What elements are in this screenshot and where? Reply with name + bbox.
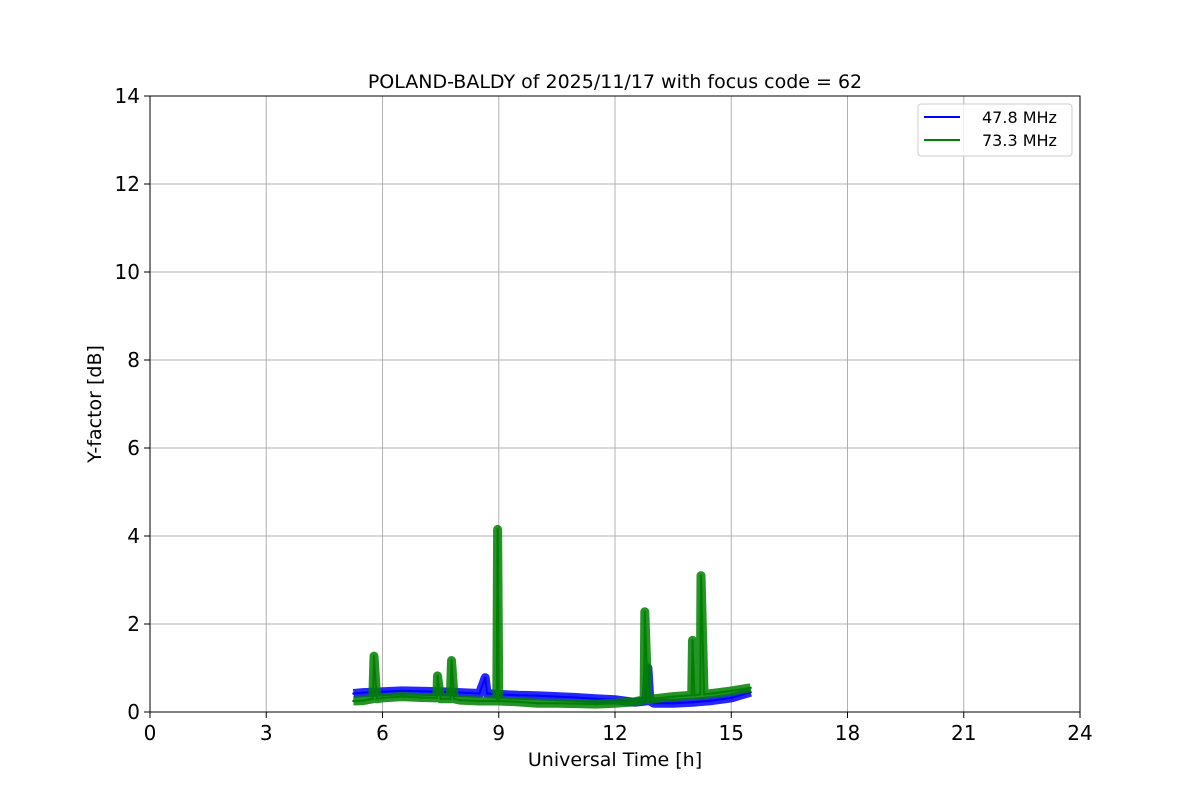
y-axis-label: Y-factor [dB] xyxy=(84,345,106,464)
series-2-point xyxy=(594,702,597,706)
series-1-point xyxy=(485,692,489,695)
series-2-point xyxy=(400,695,404,698)
series-1-point xyxy=(594,697,597,700)
legend-label-series-1: 47.8 MHz xyxy=(982,108,1057,127)
series-2-point xyxy=(633,700,636,704)
series-2-point xyxy=(372,654,376,658)
x-tick-label: 0 xyxy=(144,721,157,745)
x-tick-label: 24 xyxy=(1067,721,1092,745)
series-2-point xyxy=(352,699,355,703)
series-2-point xyxy=(452,697,456,700)
series-2-point xyxy=(730,689,733,693)
series-2-point xyxy=(575,702,578,705)
series-2-point xyxy=(691,639,694,642)
y-tick-label: 14 xyxy=(115,84,140,108)
series-2-point xyxy=(642,698,646,701)
series-2-point xyxy=(690,694,693,697)
y-axis-ticks: 0 2 4 6 8 10 12 14 xyxy=(115,84,150,724)
series-2-point xyxy=(693,694,696,697)
series-2-point xyxy=(749,686,752,689)
series-1-point xyxy=(575,696,578,699)
series-1-point xyxy=(420,690,423,693)
series-2-point xyxy=(699,693,702,696)
series-1-point xyxy=(691,701,694,704)
x-tick-label: 9 xyxy=(492,721,505,745)
y-tick-label: 4 xyxy=(127,524,140,548)
series-2-point xyxy=(702,693,706,696)
x-tick-label: 12 xyxy=(602,721,627,745)
series-2-point xyxy=(555,702,559,705)
y-tick-label: 10 xyxy=(115,260,140,284)
y-tick-label: 8 xyxy=(127,348,140,372)
series-2-point xyxy=(458,698,462,702)
x-tick-label: 21 xyxy=(951,721,976,745)
series-2-point xyxy=(371,697,375,700)
series-2-point xyxy=(420,696,423,699)
series-2-point xyxy=(375,697,378,700)
series-1-point xyxy=(458,691,462,694)
series-2-point xyxy=(643,610,647,613)
series-layer xyxy=(352,524,752,709)
legend: 47.8 MHz 73.3 MHz xyxy=(917,103,1073,157)
legend-label-series-2: 73.3 MHz xyxy=(982,131,1057,150)
series-2-point xyxy=(496,528,499,531)
series-2-point xyxy=(435,696,438,700)
series-1-point xyxy=(478,692,481,695)
series-2-point xyxy=(646,698,650,701)
series-1-point xyxy=(536,694,539,697)
series-2-point xyxy=(497,699,500,703)
series-2-point xyxy=(381,696,384,700)
series-1-point xyxy=(516,694,520,697)
y-tick-label: 2 xyxy=(127,612,140,636)
series-1-point xyxy=(400,689,404,693)
series-2-point xyxy=(495,699,499,703)
series-2-point xyxy=(361,699,365,702)
series-2-point xyxy=(450,659,453,662)
series-1-point xyxy=(730,696,733,700)
series-2-point xyxy=(439,697,442,700)
x-tick-label: 6 xyxy=(376,721,389,745)
series-2-point xyxy=(652,697,655,700)
series-2-point xyxy=(710,692,714,695)
x-tick-label: 3 xyxy=(260,721,273,745)
series-2-point xyxy=(449,697,452,700)
series-2-point xyxy=(478,699,481,703)
y-tick-label: 0 xyxy=(127,700,140,724)
series-line-2 xyxy=(353,528,751,706)
series-1-point xyxy=(381,690,384,693)
series-2-point xyxy=(436,674,439,678)
y-tick-label: 12 xyxy=(115,172,140,196)
series-1-point xyxy=(352,692,355,695)
series-1-point xyxy=(710,699,714,702)
x-axis-ticks: 0 3 6 9 12 15 18 21 24 xyxy=(144,712,1093,745)
series-2-point xyxy=(699,574,703,577)
series-1-point xyxy=(483,676,487,679)
series-2-point xyxy=(536,702,539,705)
x-tick-label: 18 xyxy=(835,721,860,745)
chart-title: POLAND-BALDY of 2025/11/17 with focus co… xyxy=(368,71,862,93)
x-axis-label: Universal Time [h] xyxy=(528,749,702,771)
series-2-point xyxy=(671,695,675,698)
x-tick-label: 15 xyxy=(719,721,744,745)
series-2-point xyxy=(516,700,520,704)
y-tick-label: 6 xyxy=(127,436,140,460)
series-1-point xyxy=(671,702,675,705)
series-1-point xyxy=(555,695,559,698)
series-2-point xyxy=(613,702,617,705)
series-1-point xyxy=(361,691,365,694)
